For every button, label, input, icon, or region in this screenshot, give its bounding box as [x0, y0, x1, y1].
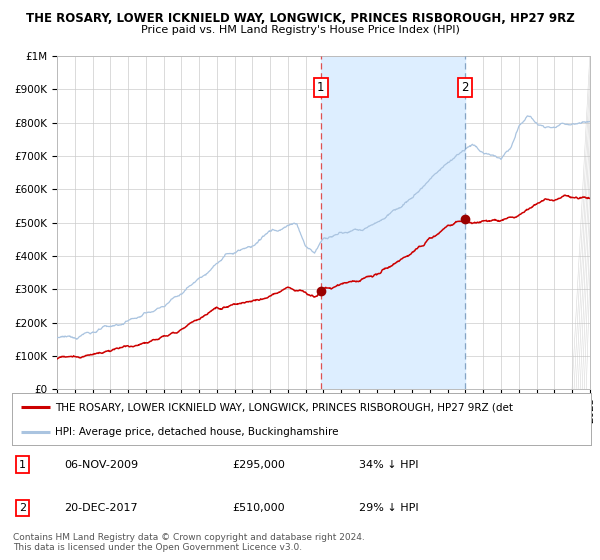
Text: Price paid vs. HM Land Registry's House Price Index (HPI): Price paid vs. HM Land Registry's House …: [140, 25, 460, 35]
Text: 29% ↓ HPI: 29% ↓ HPI: [359, 503, 419, 512]
Text: 06-NOV-2009: 06-NOV-2009: [64, 460, 138, 469]
Text: 1: 1: [317, 81, 325, 94]
Bar: [321, 56, 465, 389]
Text: 1: 1: [19, 460, 26, 469]
Text: 34% ↓ HPI: 34% ↓ HPI: [359, 460, 419, 469]
Text: 2: 2: [461, 81, 469, 94]
Text: 2: 2: [19, 503, 26, 512]
Text: This data is licensed under the Open Government Licence v3.0.: This data is licensed under the Open Gov…: [13, 543, 302, 552]
Text: THE ROSARY, LOWER ICKNIELD WAY, LONGWICK, PRINCES RISBOROUGH, HP27 9RZ: THE ROSARY, LOWER ICKNIELD WAY, LONGWICK…: [26, 12, 574, 25]
Text: HPI: Average price, detached house, Buckinghamshire: HPI: Average price, detached house, Buck…: [55, 427, 339, 437]
Text: THE ROSARY, LOWER ICKNIELD WAY, LONGWICK, PRINCES RISBOROUGH, HP27 9RZ (det: THE ROSARY, LOWER ICKNIELD WAY, LONGWICK…: [55, 402, 514, 412]
Text: 20-DEC-2017: 20-DEC-2017: [64, 503, 138, 512]
Text: £510,000: £510,000: [232, 503, 284, 512]
Text: Contains HM Land Registry data © Crown copyright and database right 2024.: Contains HM Land Registry data © Crown c…: [13, 533, 365, 542]
Text: £295,000: £295,000: [232, 460, 285, 469]
